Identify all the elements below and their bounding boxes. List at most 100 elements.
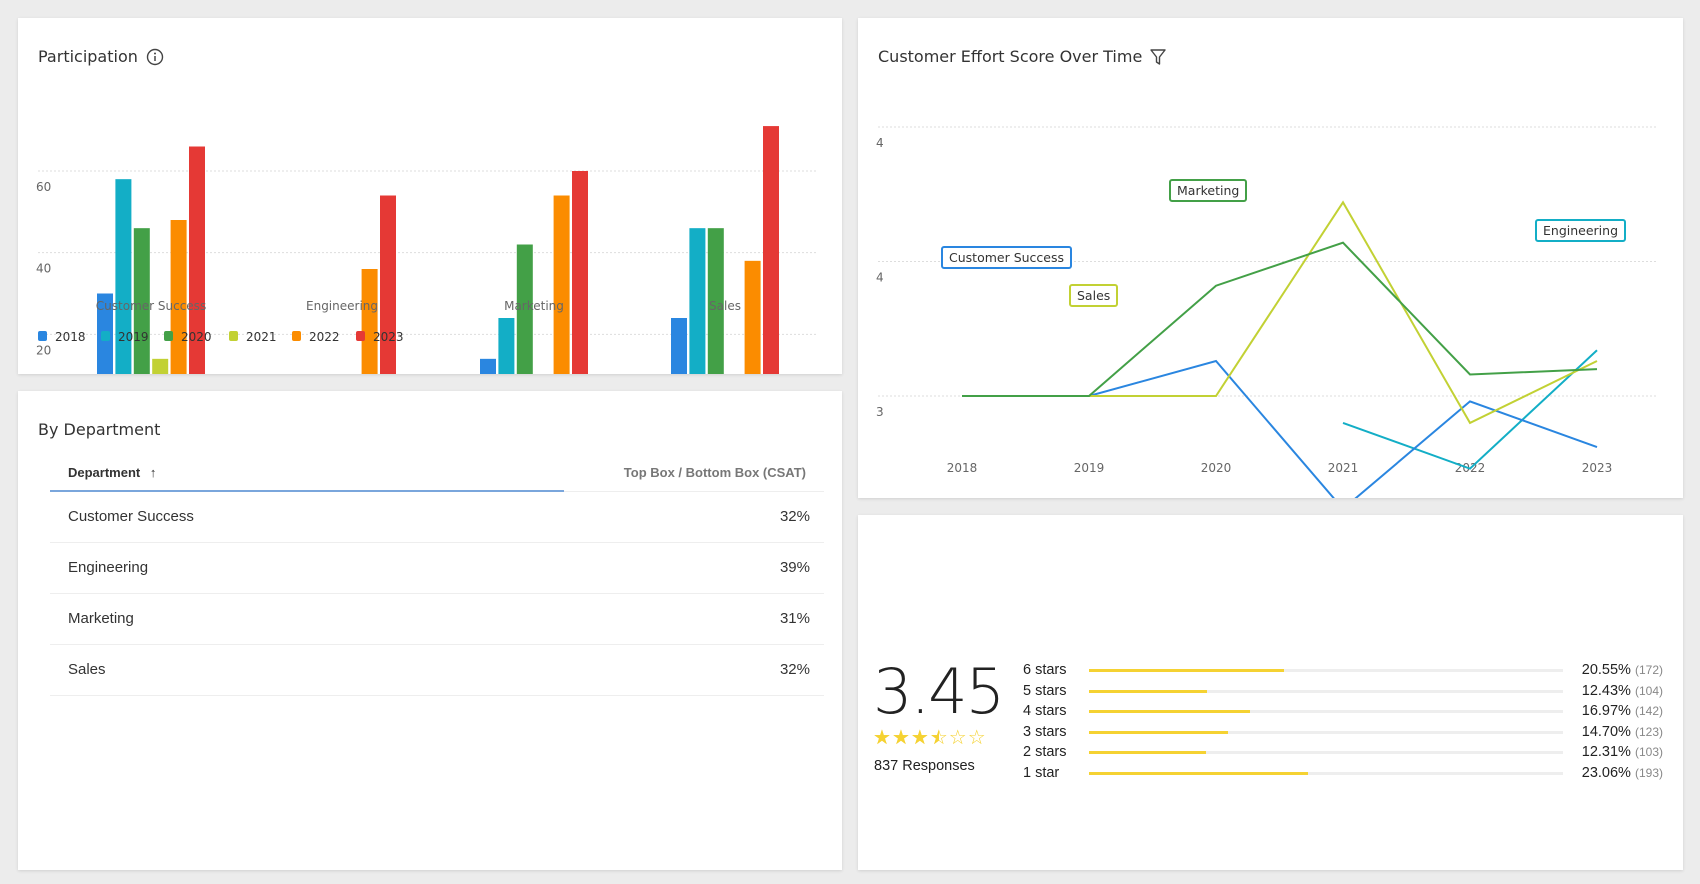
cell-value: 32% (779, 661, 810, 678)
rating-bar-track (1089, 730, 1563, 734)
column-header-csat[interactable]: Top Box / Bottom Box (CSAT) (623, 465, 806, 480)
rating-bar-track (1089, 710, 1563, 714)
rating-percent: 12.43% (104) (1582, 683, 1663, 699)
series-label-marketing: Marketing (1169, 179, 1248, 202)
series-label-sales: Sales (1069, 284, 1119, 307)
effort-panel: Customer Effort Score Over Time 44332018… (858, 18, 1683, 498)
legend-swatch (292, 331, 301, 341)
rating-percent: 23.06% (193) (1582, 765, 1663, 781)
bar-2020-customer-success[interactable] (133, 228, 150, 374)
star-rating: ☆★☆★☆★☆★☆☆ (873, 725, 987, 750)
rating-bar-track (1089, 751, 1563, 755)
rating-count: (172) (1634, 663, 1663, 677)
line-customer-success[interactable] (962, 359, 1598, 498)
bar-2019-marketing[interactable] (498, 318, 515, 374)
star-full-icon: ☆ ★ (891, 727, 911, 749)
rating-row: 4 stars 16.97% (142) (1023, 701, 1700, 721)
x-tick-label: Marketing (504, 299, 564, 313)
rating-percent-value: 14.70% (1581, 723, 1631, 740)
legend-label[interactable]: 2020 (181, 330, 212, 344)
cell-department: Customer Success (68, 508, 194, 525)
bar-2019-customer-success[interactable] (115, 179, 132, 374)
star-empty-icon: ☆ (967, 727, 987, 749)
x-tick-label: Customer Success (96, 299, 206, 313)
table-row[interactable]: Marketing 31% (50, 594, 824, 645)
legend-swatch (164, 331, 173, 341)
legend-label[interactable]: 2023 (373, 330, 404, 344)
legend-label[interactable]: 2019 (118, 330, 149, 344)
effort-chart: 4433201820192020202120222023 (876, 126, 1657, 498)
rating-percent-value: 12.43% (1581, 682, 1631, 699)
x-tick-label: 2020 (1201, 461, 1232, 475)
rating-percent-value: 23.06% (1581, 765, 1631, 781)
bar-2020-marketing[interactable] (516, 244, 533, 375)
legend-label[interactable]: 2022 (309, 330, 340, 344)
x-tick-label: Sales (709, 299, 741, 313)
by-department-panel: By Department Department ↑ Top Box / Bot… (18, 391, 842, 870)
star-full-icon: ☆ ★ (910, 727, 930, 749)
bar-2021-customer-success[interactable] (152, 358, 169, 374)
participation-panel: Participation 20 40 60 Customer Success Engi… (18, 18, 842, 374)
rating-count: (123) (1634, 724, 1663, 739)
series-label-engineering: Engineering (1535, 219, 1626, 242)
bar-2022-sales[interactable] (744, 260, 761, 374)
table-header: Department ↑ Top Box / Bottom Box (CSAT) (50, 457, 824, 492)
rating-label: 2 stars (1023, 744, 1067, 761)
star-fill: ★ (910, 727, 930, 749)
bar-2023-customer-success[interactable] (189, 146, 205, 375)
participation-chart: 20 40 60 Customer Success Engineering Marketi… (36, 126, 818, 375)
rating-bar-fill (1089, 689, 1207, 693)
rating-count: (142) (1634, 704, 1663, 719)
x-tick-label: 2018 (947, 461, 978, 475)
bar-2019-sales[interactable] (689, 228, 706, 374)
table-row[interactable]: Customer Success 32% (50, 492, 824, 543)
cell-department: Engineering (68, 559, 149, 576)
star-fill: ★ (930, 725, 939, 750)
line-sales[interactable] (962, 200, 1598, 425)
rating-percent: 20.55% (172) (1582, 662, 1663, 678)
info-icon[interactable] (146, 48, 164, 66)
star-half-icon: ☆★ (929, 725, 949, 750)
table-row[interactable]: Sales 32% (50, 645, 824, 696)
participation-title: Participation (38, 47, 164, 66)
bar-2020-sales[interactable] (707, 228, 724, 374)
bar-2022-engineering[interactable] (361, 269, 378, 374)
rating-label: 3 stars (1023, 723, 1067, 740)
bar-2023-engineering[interactable] (380, 195, 396, 375)
cell-department: Sales (68, 661, 106, 678)
bar-2018-marketing[interactable] (480, 358, 496, 374)
rating-row: 6 stars 20.55% (172) (1023, 660, 1700, 680)
bar-2023-marketing[interactable] (572, 171, 588, 374)
bar-2023-sales[interactable] (763, 126, 779, 374)
column-header-department-label: Department (68, 465, 141, 480)
bar-2022-marketing[interactable] (553, 195, 570, 375)
cell-value: 31% (779, 610, 810, 627)
legend-label[interactable]: 2018 (55, 330, 86, 344)
legend-swatch (38, 331, 47, 341)
legend-label[interactable]: 2021 (246, 330, 277, 344)
rating-bar-fill (1089, 751, 1206, 755)
participation-title-text: Participation (38, 47, 138, 66)
column-header-department[interactable]: Department ↑ (68, 465, 156, 480)
rating-bar-fill (1089, 730, 1229, 734)
rating-bar-fill (1089, 772, 1308, 775)
rating-count: (193) (1634, 766, 1663, 780)
filter-icon[interactable] (1150, 48, 1166, 66)
y-tick-label: 60 (36, 180, 51, 194)
bar-2018-sales[interactable] (671, 318, 687, 374)
bar-2022-customer-success[interactable] (170, 220, 187, 374)
table-row[interactable]: Engineering 39% (50, 543, 824, 594)
rating-row: 5 stars 12.43% (104) (1023, 681, 1700, 701)
y-tick-label: 3 (876, 405, 884, 419)
star-empty-icon: ☆ (948, 727, 968, 749)
rating-bar-fill (1089, 669, 1284, 672)
average-score: 3.45 (873, 655, 1005, 728)
y-tick-label: 40 (36, 262, 51, 276)
legend-swatch (101, 331, 110, 341)
rating-percent-value: 20.55% (1581, 662, 1631, 678)
star-fill: ★ (891, 727, 911, 749)
line-marketing[interactable] (962, 241, 1598, 397)
rating-row: 2 stars 12.31% (103) (1023, 742, 1700, 762)
line-engineering[interactable] (1342, 349, 1598, 470)
cell-department: Marketing (68, 610, 134, 627)
